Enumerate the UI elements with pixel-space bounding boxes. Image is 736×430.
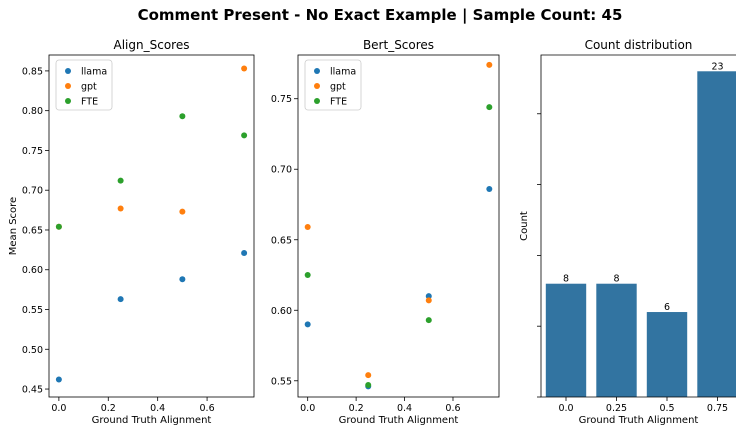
figure-suptitle: Comment Present - No Exact Example | Sam… (138, 6, 623, 25)
y-tick-label: 0.70 (271, 165, 292, 176)
x-tick-label: 0.0 (51, 403, 66, 414)
x-tick-label: 0.4 (397, 403, 412, 414)
data-point-gpt (486, 61, 493, 68)
x-tick-label: 0.2 (101, 403, 116, 414)
legend-label: FTE (81, 97, 98, 108)
x-tick-label: 0.0 (300, 403, 315, 414)
data-point-fte (304, 272, 311, 279)
x-tick-label: 0.2 (349, 403, 364, 414)
bar-value-label: 8 (563, 274, 569, 285)
axes-frame (297, 54, 500, 398)
y-axis-label: Mean Score (8, 197, 19, 255)
data-point-llama (425, 293, 432, 300)
x-tick-label: 0.5 (659, 403, 674, 414)
legend-label: llama (81, 67, 107, 78)
bar (596, 283, 637, 397)
y-tick-label: 0.65 (22, 225, 43, 236)
legend-marker-fte (314, 98, 320, 104)
legend-marker-llama (314, 68, 320, 74)
y-tick-label: 0.50 (22, 345, 43, 356)
data-point-gpt (425, 297, 432, 304)
bar (545, 283, 587, 397)
axes-title: Count distribution (585, 38, 693, 52)
data-point-gpt (304, 224, 311, 231)
axes-frame (540, 54, 736, 398)
data-point-fte (425, 317, 432, 324)
y-tick-label: 0.75 (271, 94, 292, 105)
y-tick-label: 0.80 (22, 106, 43, 117)
axes-title: Bert_Scores (363, 38, 434, 52)
x-tick-label: 0.75 (707, 403, 728, 414)
y-tick-label: 0.85 (22, 66, 43, 77)
axes-frame (48, 54, 255, 398)
panel-bert-scores: Bert_Scores Ground Truth Alignment 0.0 0.2 0… (271, 38, 500, 426)
y-tick-label: 0.75 (22, 146, 43, 157)
y-tick-label: 0.45 (22, 385, 43, 396)
data-point-llama (179, 276, 186, 283)
x-axis-label: Ground Truth Alignment (579, 415, 699, 426)
y-tick-label: 0.55 (271, 376, 292, 387)
bar-value-label: 8 (613, 274, 619, 285)
data-point-gpt (179, 208, 186, 215)
y-tick-label: 0.70 (22, 186, 43, 197)
data-point-fte (179, 113, 186, 120)
bar (646, 312, 688, 397)
data-point-fte (241, 132, 248, 139)
legend-label: FTE (330, 97, 347, 108)
legend-marker-gpt (314, 83, 320, 89)
data-point-fte (365, 382, 372, 389)
x-axis-label: Ground Truth Alignment (339, 415, 459, 426)
x-tick-label: 0.4 (150, 403, 165, 414)
x-tick-label: 0.6 (445, 403, 460, 414)
y-tick-label: 0.65 (271, 235, 292, 246)
data-point-llama (55, 376, 62, 383)
data-point-llama (117, 296, 124, 303)
panel-align-scores: Align_Scores Ground Truth Alignment Mean S… (8, 38, 255, 426)
data-point-fte (486, 104, 493, 111)
legend-label: gpt (330, 82, 346, 93)
data-point-fte (55, 223, 62, 230)
x-tick-label: 0.6 (200, 403, 215, 414)
x-tick-label: 0.25 (606, 403, 627, 414)
data-point-llama (241, 250, 248, 257)
panel-count-distribution: Count distribution Ground Truth Alignment… (519, 38, 736, 426)
data-point-llama (304, 321, 311, 328)
data-point-fte (117, 177, 124, 184)
y-tick-label: 0.55 (22, 305, 43, 316)
data-point-llama (486, 185, 493, 192)
x-tick-label: 0.0 (558, 403, 573, 414)
legend-marker-gpt (65, 83, 71, 89)
bar (697, 71, 736, 398)
y-axis-label: Count (519, 211, 530, 241)
y-tick-label: 0.60 (271, 306, 292, 317)
bar-value-label: 6 (664, 302, 670, 313)
axes-title: Align_Scores (114, 38, 190, 52)
data-point-gpt (117, 205, 124, 212)
data-point-gpt (241, 65, 248, 72)
legend-marker-llama (65, 68, 71, 74)
bar-value-label: 23 (711, 61, 723, 72)
x-axis-label: Ground Truth Alignment (92, 415, 212, 426)
legend-marker-fte (65, 98, 71, 104)
legend-label: llama (330, 67, 356, 78)
legend-label: gpt (81, 82, 97, 93)
y-tick-label: 0.60 (22, 265, 43, 276)
data-point-gpt (365, 372, 372, 379)
